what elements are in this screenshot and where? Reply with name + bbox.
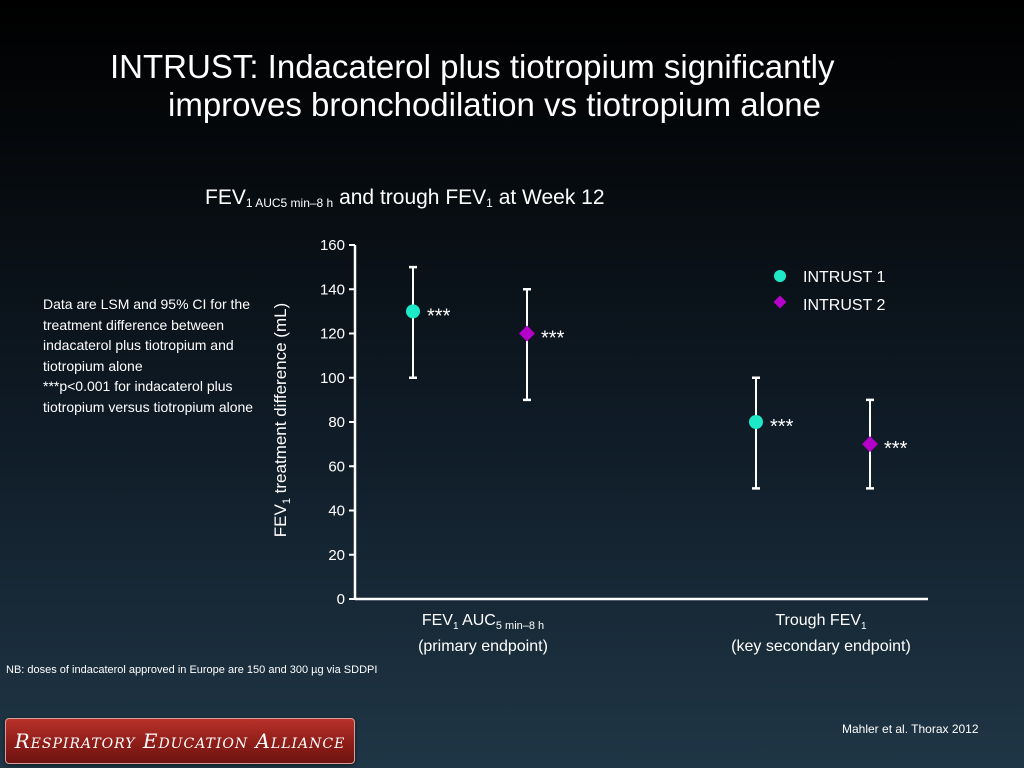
legend-marker-intrust1 <box>774 270 786 282</box>
y-tick-label: 120 <box>320 326 345 343</box>
y-axis-label-rest: treatment difference (mL) <box>271 303 290 498</box>
legend-label: INTRUST 1 <box>803 269 885 286</box>
y-tick-label: 80 <box>328 414 345 431</box>
x-category-sublabel: (key secondary endpoint) <box>731 638 911 655</box>
y-axis-label-sub: 1 <box>281 498 293 504</box>
logo: Respiratory Education Alliance <box>5 718 355 764</box>
data-point-intrust1 <box>406 304 420 319</box>
x-category-label-sub2: 5 min–8 h <box>496 620 544 632</box>
significance-label: *** <box>427 305 451 327</box>
x-category-label: Trough FEV1 <box>775 612 867 632</box>
slide-title: INTRUST: Indacaterol plus tiotropium sig… <box>110 48 990 124</box>
chart-title-sub1: 1 AUC5 min–8 h <box>245 196 334 210</box>
data-point-intrust1 <box>749 415 763 429</box>
slide-title-line2: improves bronchodilation vs tiotropium a… <box>168 86 822 123</box>
legend-marker-intrust2 <box>773 295 787 309</box>
x-category-label-sub: 1 <box>861 621 867 632</box>
data-note: Data are LSM and 95% CI for the treatmen… <box>43 294 258 417</box>
chart-title-sub2: 1 <box>486 196 493 210</box>
significance-label: *** <box>884 438 908 460</box>
data-point-intrust2 <box>862 436 878 453</box>
data-point-intrust2 <box>519 325 535 342</box>
y-tick-label: 100 <box>320 370 345 387</box>
data-note-line2: ***p<0.001 for indacaterol plus tiotropi… <box>43 378 254 415</box>
y-tick-label: 0 <box>337 591 345 608</box>
chart-title-part2: and trough FEV <box>333 186 487 209</box>
y-tick-label: 20 <box>328 547 345 564</box>
data-note-line1: Data are LSM and 95% CI for the treatmen… <box>43 296 250 374</box>
footnote: NB: doses of indacaterol approved in Eur… <box>6 664 378 676</box>
citation: Mahler et al. Thorax 2012 <box>842 722 979 736</box>
y-tick-label: 140 <box>320 281 345 298</box>
y-tick-label: 60 <box>328 458 345 475</box>
y-tick-label: 160 <box>320 237 345 254</box>
x-category-label-main: Trough FEV <box>775 612 861 629</box>
chart-title-part1: FEV <box>205 186 246 209</box>
x-category-label: FEV1 AUC5 min–8 h <box>422 612 544 632</box>
x-category-label-mid: AUC <box>459 612 496 629</box>
y-axis-label: FEV1 treatment difference (mL) <box>271 303 293 537</box>
y-tick-label: 40 <box>328 503 345 520</box>
x-category-label-sub: 1 <box>453 621 459 632</box>
logo-text: Respiratory Education Alliance <box>14 729 346 753</box>
x-category-sublabel: (primary endpoint) <box>418 638 548 655</box>
chart-title-part3: at Week 12 <box>492 186 605 209</box>
significance-label: *** <box>770 416 794 438</box>
y-axis-label-main: FEV <box>271 504 290 538</box>
slide-title-line1: INTRUST: Indacaterol plus tiotropium sig… <box>110 48 835 85</box>
x-category-label-main: FEV <box>422 612 453 629</box>
significance-label: *** <box>541 328 565 350</box>
chart-title: FEV1 AUC5 min–8 h and trough FEV1 at Wee… <box>205 186 605 210</box>
legend-label: INTRUST 2 <box>803 297 885 314</box>
